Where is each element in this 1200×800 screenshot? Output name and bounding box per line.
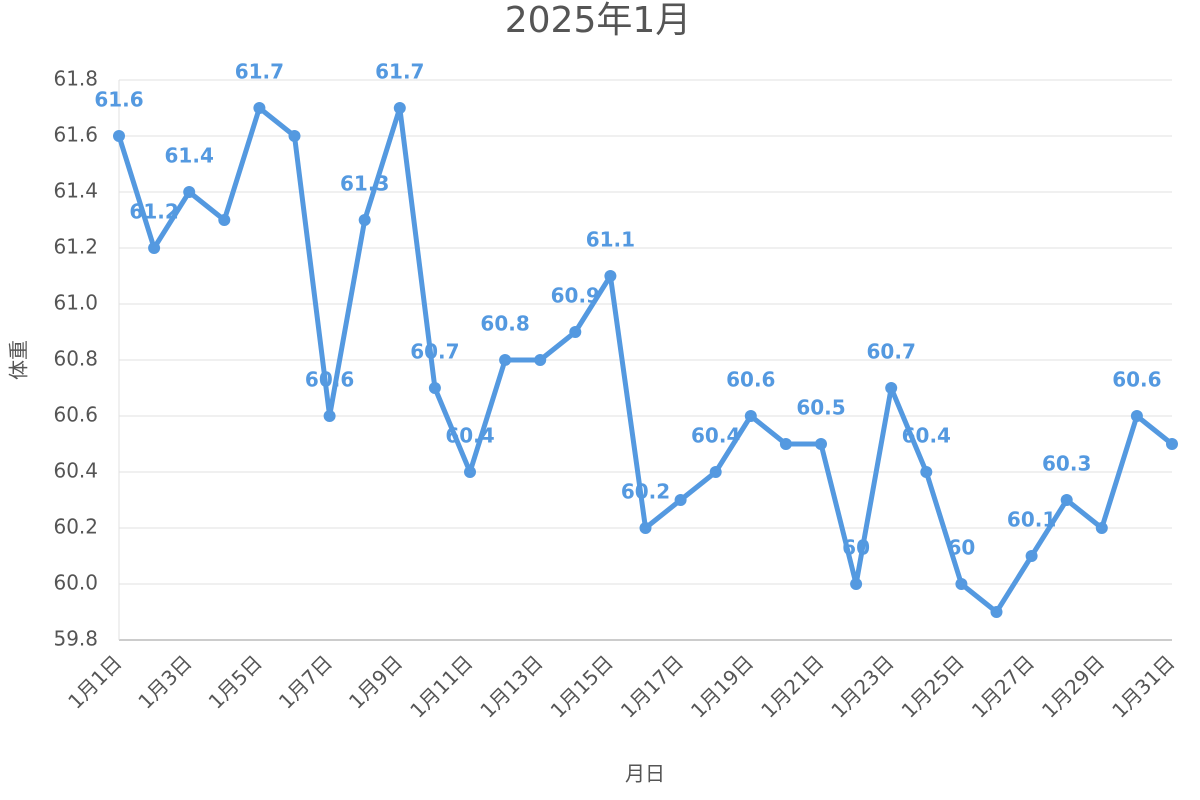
data-label: 61.3 bbox=[340, 172, 389, 196]
data-label: 61.1 bbox=[586, 228, 635, 252]
data-label: 60.9 bbox=[551, 284, 600, 308]
data-label: 60.6 bbox=[726, 368, 775, 392]
data-label: 60.4 bbox=[902, 424, 951, 448]
y-tick-label: 61.6 bbox=[53, 123, 98, 147]
data-label: 60.7 bbox=[410, 340, 459, 364]
data-label: 60.7 bbox=[867, 340, 916, 364]
data-point bbox=[885, 382, 898, 394]
y-tick-label: 60.8 bbox=[53, 347, 98, 371]
data-label: 60.6 bbox=[1112, 368, 1161, 392]
data-point bbox=[674, 494, 687, 506]
data-point bbox=[850, 578, 863, 590]
data-label: 60 bbox=[842, 536, 870, 560]
x-tick-label: 1月5日 bbox=[204, 650, 267, 713]
data-label: 60.8 bbox=[480, 312, 529, 336]
data-point bbox=[428, 382, 441, 394]
data-point bbox=[1095, 522, 1108, 534]
data-point bbox=[604, 270, 617, 282]
x-tick-label: 1月9日 bbox=[344, 650, 407, 713]
x-tick-label: 1月31日 bbox=[1107, 650, 1179, 722]
data-point bbox=[920, 466, 933, 478]
data-label: 61.4 bbox=[165, 144, 214, 168]
y-tick-label: 59.8 bbox=[53, 627, 98, 651]
data-point bbox=[569, 326, 582, 338]
data-point bbox=[358, 214, 371, 226]
data-label: 60.5 bbox=[796, 396, 845, 420]
data-point bbox=[464, 466, 476, 478]
x-axis-title: 月日 bbox=[625, 762, 665, 786]
x-tick-label: 1月11日 bbox=[405, 650, 477, 722]
x-tick-label: 1月27日 bbox=[967, 650, 1039, 722]
data-label: 61.2 bbox=[129, 200, 178, 224]
data-label: 60.3 bbox=[1042, 452, 1091, 476]
x-tick-label: 1月15日 bbox=[546, 650, 618, 722]
data-point bbox=[113, 130, 125, 142]
x-tick-label: 1月21日 bbox=[756, 650, 828, 722]
x-tick-label: 1月23日 bbox=[826, 650, 898, 722]
data-point bbox=[639, 522, 652, 534]
y-tick-label: 61.4 bbox=[53, 179, 98, 203]
data-point bbox=[744, 410, 757, 422]
x-tick-label: 1月29日 bbox=[1037, 650, 1109, 722]
data-point bbox=[288, 130, 301, 142]
data-label: 60.4 bbox=[691, 424, 740, 448]
data-point bbox=[183, 186, 196, 198]
data-label: 61.7 bbox=[375, 60, 424, 84]
x-tick-label: 1月1日 bbox=[63, 650, 126, 713]
data-point bbox=[955, 578, 968, 590]
data-label: 61.6 bbox=[94, 88, 143, 112]
x-tick-label: 1月13日 bbox=[475, 650, 547, 722]
y-tick-label: 61.8 bbox=[53, 67, 98, 91]
x-tick-label: 1月7日 bbox=[274, 650, 337, 713]
y-tick-label: 61.2 bbox=[53, 235, 98, 259]
y-tick-label: 60.6 bbox=[53, 403, 98, 427]
data-point bbox=[253, 102, 266, 114]
y-tick-label: 60.0 bbox=[53, 571, 98, 595]
data-point bbox=[990, 606, 1003, 618]
data-point bbox=[393, 102, 406, 114]
data-label: 60.2 bbox=[621, 480, 670, 504]
data-label: 60 bbox=[947, 536, 975, 560]
data-point bbox=[779, 438, 792, 450]
data-label: 60.6 bbox=[305, 368, 354, 392]
data-point bbox=[323, 410, 336, 422]
y-tick-label: 61.0 bbox=[53, 291, 98, 315]
data-point bbox=[218, 214, 231, 226]
data-label: 60.1 bbox=[1007, 508, 1056, 532]
data-point bbox=[499, 354, 512, 366]
y-tick-label: 60.2 bbox=[53, 515, 98, 539]
data-label: 61.7 bbox=[235, 60, 284, 84]
y-tick-label: 60.4 bbox=[53, 459, 98, 483]
y-axis-title: 体重 bbox=[7, 340, 31, 380]
data-point bbox=[1060, 494, 1073, 506]
x-tick-label: 1月19日 bbox=[686, 650, 758, 722]
data-point bbox=[1166, 438, 1178, 450]
data-label: 60.4 bbox=[445, 424, 494, 448]
data-point bbox=[709, 466, 722, 478]
chart-title: 2025年1月 bbox=[505, 0, 692, 41]
x-tick-label: 1月25日 bbox=[897, 650, 969, 722]
data-point bbox=[148, 242, 161, 254]
data-point bbox=[534, 354, 547, 366]
x-tick-label: 1月17日 bbox=[616, 650, 688, 722]
data-point bbox=[1130, 410, 1143, 422]
data-point bbox=[815, 438, 827, 450]
x-tick-label: 1月3日 bbox=[133, 650, 196, 713]
data-point bbox=[1025, 550, 1038, 562]
